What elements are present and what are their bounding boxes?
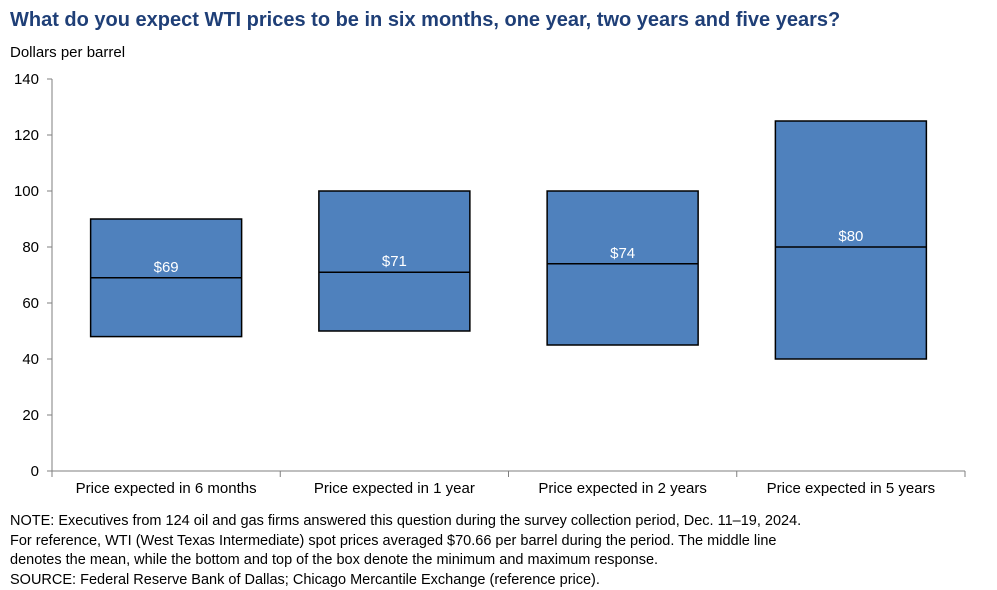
y-tick-label: 80	[22, 239, 39, 256]
box-chart: 0 20 40 60 80 100 120 140 $69 Price expected in 6…	[0, 0, 997, 510]
x-category-label: Price expected in 2 years	[538, 480, 706, 497]
note-line-2: For reference, WTI (West Texas Intermedi…	[10, 532, 776, 552]
y-tick-label: 60	[22, 295, 39, 312]
mean-label: $74	[610, 245, 635, 262]
note-line-3: denotes the mean, while the bottom and t…	[10, 551, 658, 571]
x-category-label: Price expected in 5 years	[767, 480, 935, 497]
x-category-label: Price expected in 6 months	[76, 480, 257, 497]
y-tick-label: 20	[22, 407, 39, 424]
range-box	[547, 191, 698, 345]
mean-label: $69	[154, 259, 179, 276]
y-tick-label: 100	[14, 183, 39, 200]
mean-label: $71	[382, 253, 407, 270]
note-line-1: NOTE: Executives from 124 oil and gas fi…	[10, 512, 801, 532]
mean-label: $80	[838, 228, 863, 245]
y-tick-label: 40	[22, 351, 39, 368]
y-tick-label: 140	[14, 71, 39, 88]
y-tick-label: 120	[14, 127, 39, 144]
x-category-label: Price expected in 1 year	[314, 480, 475, 497]
source-line: SOURCE: Federal Reserve Bank of Dallas; …	[10, 571, 600, 590]
y-tick-label: 0	[31, 463, 39, 480]
